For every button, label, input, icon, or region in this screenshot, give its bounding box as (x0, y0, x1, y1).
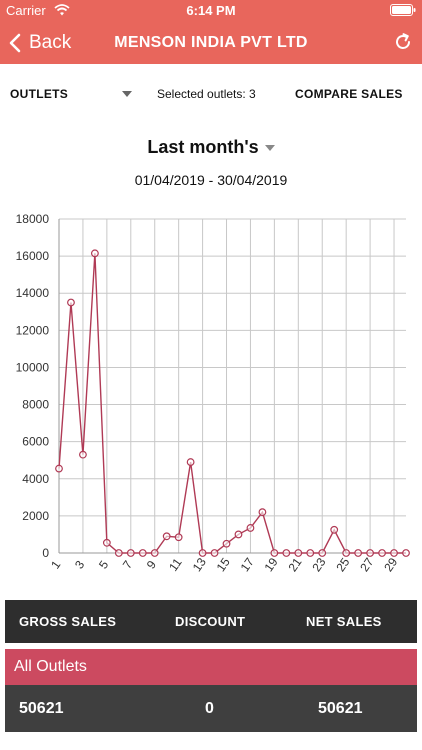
dropdown-arrow-icon[interactable] (122, 91, 132, 97)
y-tick-label: 6000 (22, 435, 49, 449)
period-selector[interactable]: Last month's (147, 137, 275, 158)
summary-header: GROSS SALES DISCOUNT NET SALES (5, 600, 417, 643)
period-row: Last month's (0, 137, 422, 161)
y-tick-label: 16000 (16, 249, 50, 263)
data-point (330, 525, 339, 534)
data-point (294, 549, 303, 557)
page-title: MENSON INDIA PVT LTD (114, 34, 308, 51)
x-tick-label: 1 (48, 558, 63, 572)
period-label: Last month's (147, 137, 259, 157)
data-point (222, 539, 231, 548)
outlets-dropdown[interactable]: OUTLETS (10, 87, 69, 101)
y-tick-label: 8000 (22, 398, 49, 412)
x-tick-label: 11 (166, 555, 185, 574)
sales-series-line (58, 253, 406, 554)
data-point (342, 549, 351, 557)
refresh-icon[interactable] (393, 32, 413, 52)
discount-value: 0 (205, 700, 214, 717)
data-point (114, 549, 123, 557)
x-tick-label: 13 (190, 555, 209, 574)
x-tick-label: 7 (120, 558, 135, 572)
back-button[interactable]: Back (8, 31, 71, 55)
sales-line-chart: 0 2000 4000 6000 8000 10000 12000 14000 16000 180… (16, 212, 410, 574)
summary-values-row: 50621 0 50621 (5, 685, 417, 732)
y-tick-label: 14000 (16, 286, 50, 300)
y-tick-label: 10000 (16, 360, 50, 374)
all-outlets-label: All Outlets (14, 658, 87, 675)
selected-outlets-count: Selected outlets: 3 (157, 87, 256, 101)
net-sales-value: 50621 (318, 700, 363, 717)
x-tick-label: 19 (262, 555, 281, 574)
toolbar: OUTLETS Selected outlets: 3 COMPARE SALE… (0, 82, 422, 106)
data-point (198, 549, 207, 557)
status-bar: Carrier 6:14 PM (0, 0, 422, 20)
gross-sales-value: 50621 (19, 700, 64, 717)
data-point (378, 549, 386, 557)
y-tick-label: 18000 (16, 212, 50, 226)
all-outlets-row[interactable]: All Outlets (5, 649, 417, 685)
discount-header: DISCOUNT (175, 614, 246, 629)
data-point (55, 464, 63, 473)
data-point (79, 450, 87, 459)
compare-sales-button[interactable]: COMPARE SALES (295, 87, 403, 101)
data-point (366, 549, 375, 557)
status-time: 6:14 PM (186, 3, 236, 18)
battery-icon (390, 4, 416, 16)
x-tick-label: 29 (381, 555, 400, 574)
data-point (270, 549, 279, 557)
x-tick-label: 15 (214, 555, 233, 574)
app-header: Carrier 6:14 PM Back MENSON INDIA PVT LT… (0, 0, 422, 64)
x-tick-label: 3 (72, 558, 87, 572)
x-tick-label: 27 (357, 555, 376, 574)
carrier-label: Carrier (6, 3, 46, 18)
data-point (67, 298, 75, 307)
data-point (150, 549, 159, 557)
data-point (306, 549, 315, 557)
data-point (318, 549, 327, 557)
y-tick-label: 0 (42, 546, 49, 560)
x-tick-label: 17 (238, 555, 257, 574)
data-point (258, 508, 267, 517)
x-tick-label: 23 (309, 555, 328, 574)
data-point (234, 530, 243, 539)
x-tick-label: 21 (285, 555, 304, 574)
data-point (138, 549, 147, 557)
x-tick-label: 9 (144, 558, 159, 572)
data-point (210, 549, 219, 557)
data-point (174, 533, 183, 542)
data-point (246, 524, 255, 532)
caret-down-icon (264, 144, 275, 151)
back-label: Back (29, 32, 72, 53)
back-chevron-icon (9, 33, 21, 53)
data-point (90, 249, 99, 258)
data-point (186, 458, 195, 466)
x-tick-label: 25 (333, 555, 352, 574)
x-tick-label: 5 (96, 558, 111, 572)
wifi-icon (54, 4, 70, 16)
data-point (162, 532, 171, 541)
y-tick-label: 4000 (22, 472, 49, 486)
data-point (390, 549, 398, 557)
data-point (126, 549, 135, 557)
y-tick-label: 2000 (22, 509, 49, 523)
y-tick-label: 12000 (16, 323, 50, 337)
net-sales-header: NET SALES (306, 614, 382, 629)
data-point (354, 549, 363, 557)
gross-sales-header: GROSS SALES (19, 614, 117, 629)
data-point (282, 549, 291, 557)
date-range: 01/04/2019 - 30/04/2019 (134, 172, 288, 188)
data-point (102, 538, 111, 547)
data-point (402, 549, 410, 557)
